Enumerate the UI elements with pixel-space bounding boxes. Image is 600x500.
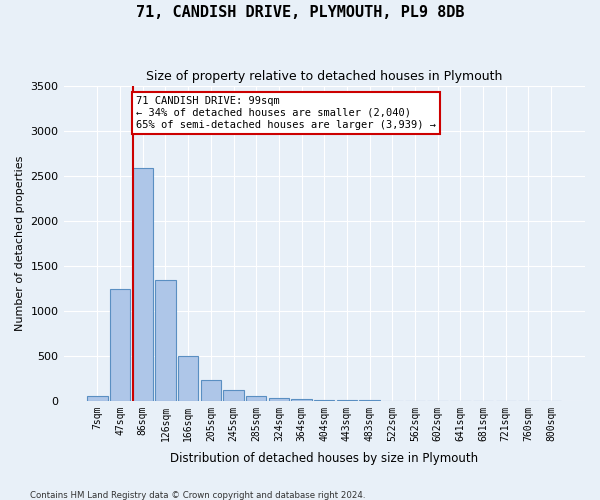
Title: Size of property relative to detached houses in Plymouth: Size of property relative to detached ho… <box>146 70 502 83</box>
Bar <box>314 400 334 401</box>
Text: Contains HM Land Registry data © Crown copyright and database right 2024.: Contains HM Land Registry data © Crown c… <box>30 490 365 500</box>
Bar <box>133 168 153 401</box>
Text: 71 CANDISH DRIVE: 99sqm
← 34% of detached houses are smaller (2,040)
65% of semi: 71 CANDISH DRIVE: 99sqm ← 34% of detache… <box>136 96 436 130</box>
Bar <box>155 280 176 401</box>
Bar <box>87 396 107 401</box>
Bar <box>292 400 312 401</box>
Text: 71, CANDISH DRIVE, PLYMOUTH, PL9 8DB: 71, CANDISH DRIVE, PLYMOUTH, PL9 8DB <box>136 5 464 20</box>
Bar <box>223 390 244 401</box>
Y-axis label: Number of detached properties: Number of detached properties <box>15 156 25 331</box>
X-axis label: Distribution of detached houses by size in Plymouth: Distribution of detached houses by size … <box>170 452 478 465</box>
Bar <box>178 356 199 401</box>
Bar <box>200 380 221 401</box>
Bar <box>246 396 266 401</box>
Bar <box>269 398 289 401</box>
Bar <box>110 289 130 401</box>
